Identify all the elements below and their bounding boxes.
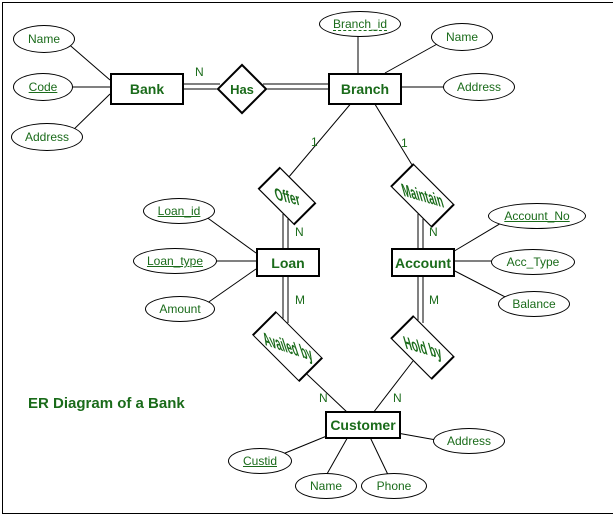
attr-amount: Amount [145, 296, 215, 322]
entity-loan: Loan [256, 248, 320, 277]
card-account-hold: M [429, 293, 439, 307]
entity-branch: Branch [328, 73, 402, 105]
attr-bank-code: Code [13, 73, 73, 101]
attr-account-no: Account_No [488, 203, 586, 229]
attr-cust-name: Name [295, 473, 357, 499]
rel-maintain: Maintain [390, 163, 455, 228]
rel-offer-label: Offer [260, 159, 314, 233]
entity-bank: Bank [110, 73, 184, 105]
entity-customer: Customer [325, 411, 401, 439]
attr-acc-type: Acc_Type [491, 249, 575, 275]
rel-maintain-label: Maintain [390, 151, 455, 241]
rel-availed: Availed by [252, 311, 323, 382]
er-diagram: Bank Branch Loan Account Customer Has Of… [2, 2, 613, 514]
diagram-title: ER Diagram of a Bank [28, 395, 185, 412]
attr-cust-addr: Address [433, 428, 505, 454]
rel-hold-label: Hold by [390, 303, 455, 393]
card-availed-cust: N [319, 391, 328, 405]
rel-has: Has [217, 64, 268, 115]
rel-hold: Hold by [390, 315, 455, 380]
card-branch-maintain: 1 [401, 136, 408, 150]
card-hold-cust: N [393, 391, 402, 405]
card-maintain-account: N [429, 225, 438, 239]
attr-bank-addr: Address [11, 123, 83, 151]
attr-loan-id: Loan_id [143, 198, 215, 224]
attr-branch-name: Name [431, 23, 493, 51]
attr-phone: Phone [361, 473, 427, 499]
rel-has-label: Has [226, 73, 258, 105]
rel-offer: Offer [258, 167, 317, 226]
card-bank-has: N [195, 65, 204, 79]
rel-availed-label: Availed by [248, 291, 327, 401]
card-loan-availed: M [295, 293, 305, 307]
card-offer-loan: N [295, 225, 304, 239]
attr-bank-name: Name [13, 25, 75, 53]
attr-loan-type: Loan_type [133, 248, 217, 274]
card-branch-offer: 1 [311, 135, 318, 149]
attr-branch-id: Branch_id [319, 11, 401, 37]
attr-branch-id-text: Branch_id [333, 18, 387, 31]
attr-custid: Custid [228, 448, 292, 474]
attr-branch-addr: Address [443, 73, 515, 101]
entity-account: Account [391, 248, 455, 277]
attr-balance: Balance [498, 291, 570, 317]
